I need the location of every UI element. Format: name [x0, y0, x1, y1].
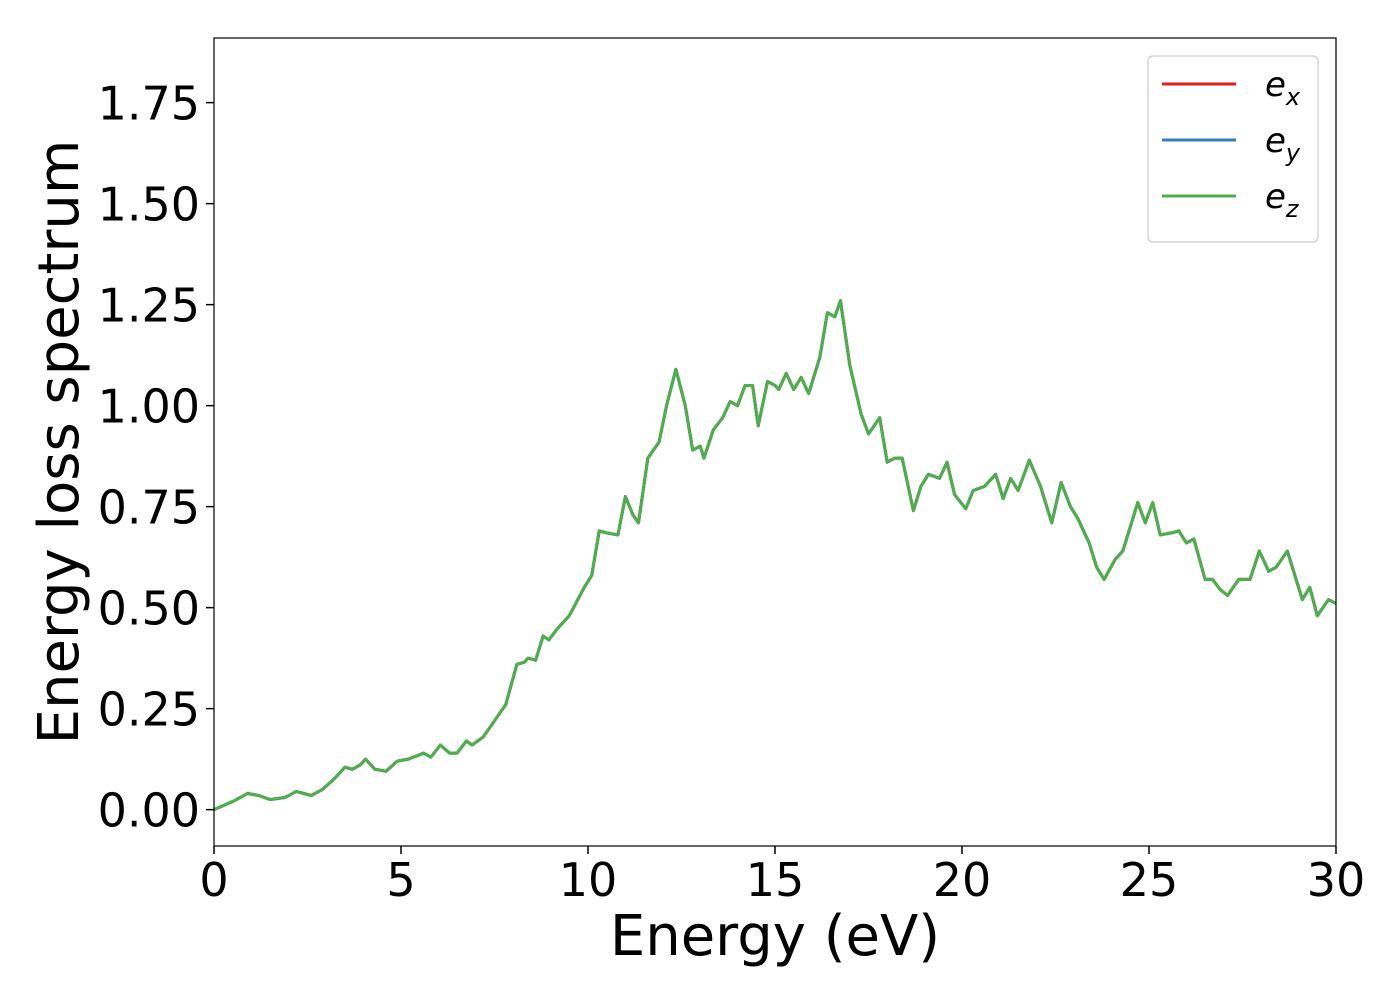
series-line: [213, 299, 1337, 812]
y-tick-label: 1.25: [98, 279, 200, 333]
y-tick-label: 1.75: [98, 77, 200, 131]
y-tick-label: 0.50: [98, 582, 200, 636]
y-tick-label: 0.75: [98, 481, 200, 535]
legend: ex ey ez: [1147, 55, 1319, 243]
x-tick-label: 30: [1307, 853, 1366, 907]
series-line: [213, 299, 1337, 812]
x-tick-label: 20: [933, 853, 992, 907]
y-tick-label: 0.00: [98, 784, 200, 838]
y-axis-label: Energy loss spectrum: [27, 140, 92, 745]
x-axis-label: Energy (eV): [610, 904, 940, 969]
plot-frame: [213, 37, 1337, 847]
y-tick-label: 0.25: [98, 683, 200, 737]
y-tick-label: 1.00: [98, 380, 200, 434]
legend-label: ez: [1265, 177, 1300, 223]
x-tick-label: 5: [386, 853, 415, 907]
series-line: [213, 299, 1337, 812]
legend-label: ey: [1265, 121, 1301, 167]
x-tick-label: 10: [559, 853, 618, 907]
x-tick-label: 25: [1120, 853, 1179, 907]
x-tick-label: 0: [199, 853, 228, 907]
y-tick-label: 1.50: [98, 178, 200, 232]
legend-label: ex: [1265, 65, 1301, 111]
x-tick-label: 15: [746, 853, 805, 907]
